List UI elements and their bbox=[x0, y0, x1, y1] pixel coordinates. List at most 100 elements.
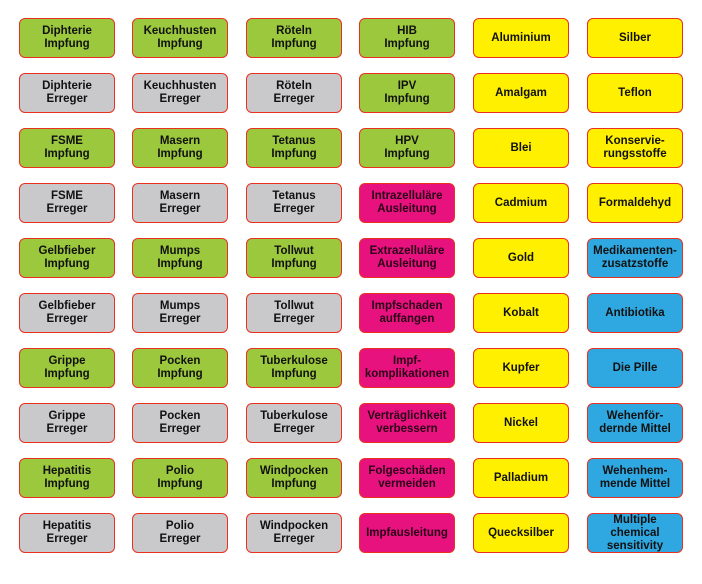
tile-label: Palladium bbox=[493, 471, 549, 484]
tile-button[interactable]: Verträglichkeit verbessern bbox=[359, 403, 455, 443]
tile-button[interactable]: Keuchhusten Erreger bbox=[132, 73, 228, 113]
tile-label: Masern Impfung bbox=[157, 135, 203, 160]
tile-button[interactable]: Tollwut Impfung bbox=[246, 238, 342, 278]
tile-button[interactable]: Die Pille bbox=[587, 348, 683, 388]
tile-button[interactable]: Extrazelluläre Ausleitung bbox=[359, 238, 455, 278]
tile-button[interactable]: Tetanus Impfung bbox=[246, 128, 342, 168]
tile-label: Pocken Erreger bbox=[159, 410, 201, 435]
tile-label: Blei bbox=[510, 141, 532, 154]
tile-button[interactable]: Impfschaden auffangen bbox=[359, 293, 455, 333]
tile-button[interactable]: Masern Impfung bbox=[132, 128, 228, 168]
tile-button[interactable]: Polio Erreger bbox=[132, 513, 228, 553]
tile-label: Gelbfieber Erreger bbox=[38, 300, 96, 325]
tile-button[interactable]: Windpocken Erreger bbox=[246, 513, 342, 553]
tile-button[interactable]: Grippe Impfung bbox=[19, 348, 115, 388]
tile-label: Mumps Impfung bbox=[157, 245, 203, 270]
tile-button[interactable]: FSME Erreger bbox=[19, 183, 115, 223]
tile-button[interactable]: Gelbfieber Impfung bbox=[19, 238, 115, 278]
tile-button[interactable]: Blei bbox=[473, 128, 569, 168]
tile-button[interactable]: Nickel bbox=[473, 403, 569, 443]
tile-label: Polio Erreger bbox=[159, 520, 201, 545]
tile-label: Tetanus Impfung bbox=[271, 135, 317, 160]
tile-button[interactable]: Pocken Erreger bbox=[132, 403, 228, 443]
tile-button[interactable]: Kobalt bbox=[473, 293, 569, 333]
tile-button[interactable]: Aluminium bbox=[473, 18, 569, 58]
tile-button[interactable]: Hepatitis Impfung bbox=[19, 458, 115, 498]
tile-button[interactable]: Röteln Impfung bbox=[246, 18, 342, 58]
tile-button[interactable]: Mumps Impfung bbox=[132, 238, 228, 278]
tile-button[interactable]: HIB Impfung bbox=[359, 18, 455, 58]
tile-button[interactable]: Wehenhem- mende Mittel bbox=[587, 458, 683, 498]
tile-button[interactable]: Keuchhusten Impfung bbox=[132, 18, 228, 58]
tile-label: IPV Impfung bbox=[384, 80, 430, 105]
tile-button[interactable]: Quecksilber bbox=[473, 513, 569, 553]
tile-button[interactable]: Hepatitis Erreger bbox=[19, 513, 115, 553]
tile-label: Formaldehyd bbox=[598, 196, 672, 209]
tile-button[interactable]: Pocken Impfung bbox=[132, 348, 228, 388]
tile-label: Extrazelluläre Ausleitung bbox=[369, 245, 445, 270]
tile-label: Windpocken Erreger bbox=[259, 520, 329, 545]
tile-label: Silber bbox=[619, 31, 651, 44]
tile-label: Cadmium bbox=[494, 196, 548, 209]
tile-button[interactable]: Tuberkulose Erreger bbox=[246, 403, 342, 443]
tile-label: Gelbfieber Impfung bbox=[38, 245, 96, 270]
tile-label: Teflon bbox=[618, 86, 652, 99]
tile-button[interactable]: HPV Impfung bbox=[359, 128, 455, 168]
tile-button[interactable]: Masern Erreger bbox=[132, 183, 228, 223]
tile-label: Pocken Impfung bbox=[157, 355, 203, 380]
tile-button[interactable]: Diphterie Impfung bbox=[19, 18, 115, 58]
tile-button[interactable]: Mumps Erreger bbox=[132, 293, 228, 333]
tile-label: Keuchhusten Erreger bbox=[143, 80, 217, 105]
tile-button[interactable]: Amalgam bbox=[473, 73, 569, 113]
tile-label: Tuberkulose Erreger bbox=[260, 410, 328, 435]
tile-button[interactable]: Multiple chemical sensitivity bbox=[587, 513, 683, 553]
tile-button[interactable]: Kupfer bbox=[473, 348, 569, 388]
tile-label: Verträglichkeit verbessern bbox=[367, 410, 447, 435]
tile-button[interactable]: Tuberkulose Impfung bbox=[246, 348, 342, 388]
tile-label: Folgeschäden vermeiden bbox=[368, 465, 446, 490]
tile-button[interactable]: Röteln Erreger bbox=[246, 73, 342, 113]
tile-button[interactable]: Intrazelluläre Ausleitung bbox=[359, 183, 455, 223]
tile-button[interactable]: Teflon bbox=[587, 73, 683, 113]
tile-label: Tollwut Erreger bbox=[273, 300, 315, 325]
tile-label: Kobalt bbox=[503, 306, 539, 319]
tile-label: Gold bbox=[507, 251, 535, 264]
tile-button[interactable]: Silber bbox=[587, 18, 683, 58]
tile-label: Amalgam bbox=[495, 86, 547, 99]
tile-button[interactable]: Grippe Erreger bbox=[19, 403, 115, 443]
tile-label: Konservie- rungsstoffe bbox=[603, 135, 667, 160]
tile-button[interactable]: Medikamenten- zusatzstoffe bbox=[587, 238, 683, 278]
tile-button[interactable]: IPV Impfung bbox=[359, 73, 455, 113]
tile-button[interactable]: Formaldehyd bbox=[587, 183, 683, 223]
tile-button[interactable]: Wehenför- dernde Mittel bbox=[587, 403, 683, 443]
tile-label: Wehenhem- mende Mittel bbox=[599, 465, 671, 490]
tile-button[interactable]: Windpocken Impfung bbox=[246, 458, 342, 498]
tile-button[interactable]: Impfausleitung bbox=[359, 513, 455, 553]
tile-label: Impfschaden auffangen bbox=[371, 300, 443, 325]
tile-button[interactable]: Palladium bbox=[473, 458, 569, 498]
tile-button[interactable]: Konservie- rungsstoffe bbox=[587, 128, 683, 168]
tile-button[interactable]: Antibiotika bbox=[587, 293, 683, 333]
tile-label: Grippe Impfung bbox=[44, 355, 90, 380]
tile-label: Impfausleitung bbox=[366, 526, 448, 539]
tile-label: Hepatitis Erreger bbox=[42, 520, 92, 545]
tile-label: Quecksilber bbox=[488, 526, 554, 539]
tile-button[interactable]: Diphterie Erreger bbox=[19, 73, 115, 113]
tile-label: Keuchhusten Impfung bbox=[143, 25, 217, 50]
tile-button[interactable]: Impf- komplikationen bbox=[359, 348, 455, 388]
tile-button[interactable]: Gold bbox=[473, 238, 569, 278]
tile-label: Windpocken Impfung bbox=[259, 465, 329, 490]
tile-label: Tollwut Impfung bbox=[271, 245, 317, 270]
tile-button[interactable]: Folgeschäden vermeiden bbox=[359, 458, 455, 498]
tile-button[interactable]: FSME Impfung bbox=[19, 128, 115, 168]
tile-button[interactable]: Tollwut Erreger bbox=[246, 293, 342, 333]
tile-label: HIB Impfung bbox=[384, 25, 430, 50]
tile-label: Die Pille bbox=[612, 361, 658, 374]
tile-label: Diphterie Impfung bbox=[42, 25, 92, 50]
tile-label: Impf- komplikationen bbox=[364, 355, 450, 380]
tile-button[interactable]: Gelbfieber Erreger bbox=[19, 293, 115, 333]
tile-button[interactable]: Polio Impfung bbox=[132, 458, 228, 498]
tile-button[interactable]: Tetanus Erreger bbox=[246, 183, 342, 223]
tile-button[interactable]: Cadmium bbox=[473, 183, 569, 223]
